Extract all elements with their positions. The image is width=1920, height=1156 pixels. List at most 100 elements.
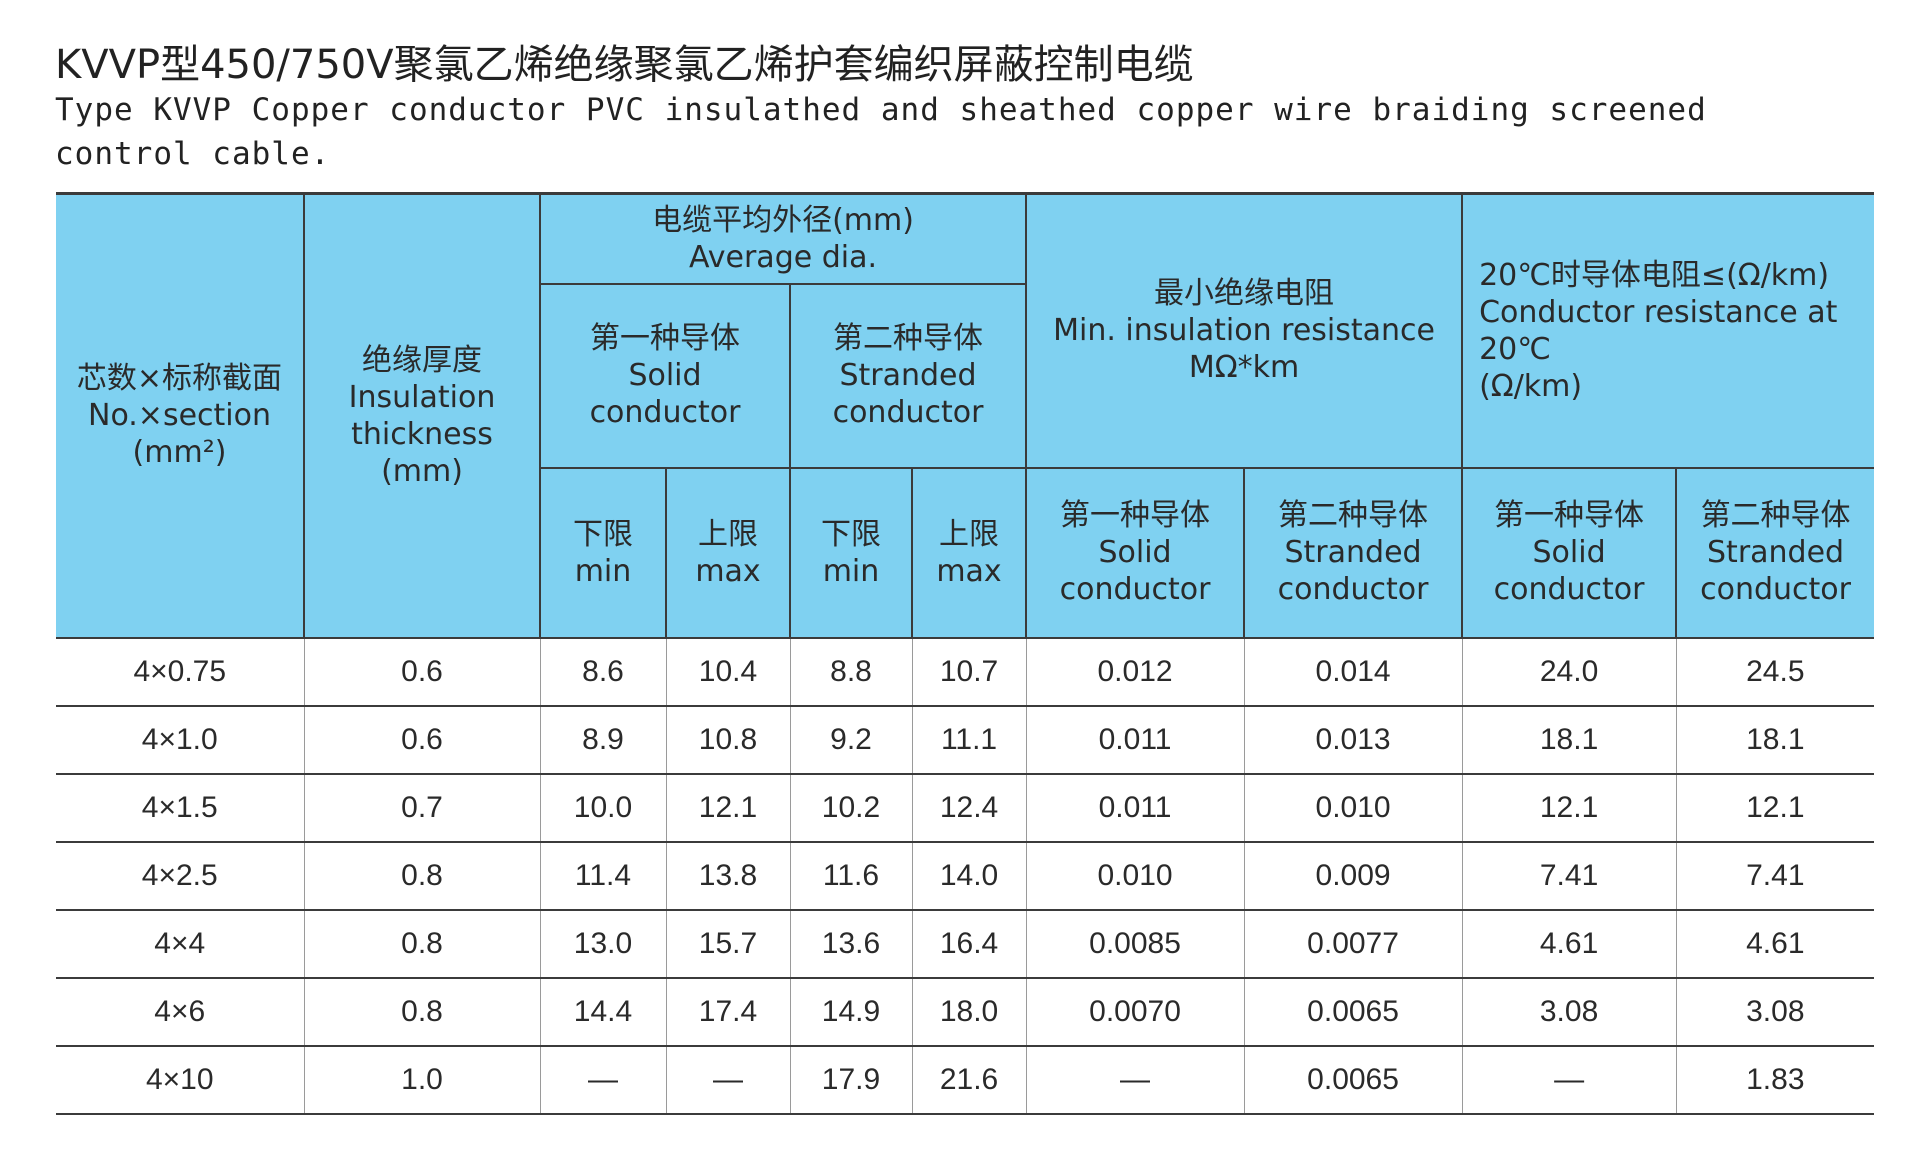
cell-section: 4×2.5 [56,841,305,911]
cell-stranded-min: 11.6 [789,841,913,911]
cell-res-solid: 0.011 [1025,705,1245,775]
cell-res-solid: 0.012 [1025,637,1245,707]
header-solid-en2: conductor [1059,572,1211,607]
cell-res-stranded: 0.0065 [1243,1045,1463,1115]
header-avg-dia-cn: 电缆平均外径(mm) [652,202,914,238]
cell-solid-max: — [665,1045,791,1115]
cell-section: 4×1.0 [56,705,305,775]
header-lower-en: min [822,553,880,589]
cell-insulation: 0.8 [303,909,541,979]
table-row: 4×2.5 0.8 11.4 13.8 11.6 14.0 0.010 0.00… [56,841,1875,911]
cell-cond-solid: 12.1 [1461,773,1677,843]
header-min-res-en: Min. insulation resistance [1053,313,1435,349]
header-dia-solid-en2: conductor [589,395,741,430]
header-res-stranded: 第二种导体 Stranded conductor [1243,466,1464,639]
header-dia-stranded-en1: Stranded [839,358,977,393]
cell-solid-max: 17.4 [665,977,791,1047]
cell-solid-max: 10.8 [665,705,791,775]
header-dia-solid-en1: Solid [628,358,702,393]
header-stranded-min: 下限 min [789,466,913,639]
header-min-res-cn: 最小绝缘电阻 [1154,276,1335,312]
header-insulation: 绝缘厚度 Insulation thickness (mm) [303,192,541,639]
cell-stranded-min: 14.9 [789,977,913,1047]
cell-solid-max: 10.4 [665,637,791,707]
header-cond-res-cn: 20℃时导体电阻≤(Ω/km) [1479,257,1830,293]
cell-cond-solid: 18.1 [1461,705,1677,775]
cell-section: 4×0.75 [56,637,305,707]
cell-res-solid: 0.010 [1025,841,1245,911]
cell-res-stranded: 0.0065 [1243,977,1463,1047]
header-solid-en1: Solid [1532,535,1606,570]
header-cond-stranded: 第二种导体 Stranded conductor [1675,466,1875,639]
cell-cond-stranded: 18.1 [1675,705,1875,775]
cell-cond-stranded: 4.61 [1675,909,1875,979]
header-lower-cn: 下限 [821,516,881,552]
header-upper-en: max [695,553,761,589]
header-min-res-unit: MΩ*km [1188,350,1300,386]
cell-stranded-min: 10.2 [789,773,913,843]
header-cond-res-en: Conductor resistance at 20℃ [1479,294,1838,367]
cell-res-solid: 0.0085 [1025,909,1245,979]
cell-cond-solid: 4.61 [1461,909,1677,979]
table-row: 4×4 0.8 13.0 15.7 13.6 16.4 0.0085 0.007… [56,909,1875,979]
cell-cond-stranded: 3.08 [1675,977,1875,1047]
header-section-unit: (mm²) [132,435,227,471]
cell-stranded-max: 11.1 [911,705,1027,775]
header-stranded-en1: Stranded [1707,535,1845,570]
cell-insulation: 0.6 [303,637,541,707]
header-solid-cn: 第一种导体 [1494,498,1645,533]
cell-section: 4×6 [56,977,305,1047]
title-chinese: KVVP型450/750V聚氯乙烯绝缘聚氯乙烯护套编织屏蔽控制电缆 [55,42,1194,88]
cell-solid-max: 13.8 [665,841,791,911]
cell-stranded-min: 13.6 [789,909,913,979]
header-solid-min: 下限 min [539,466,667,639]
header-section-cn: 芯数×标称截面 [76,361,283,397]
cell-stranded-max: 16.4 [911,909,1027,979]
header-solid-en2: conductor [1493,572,1645,607]
cell-res-stranded: 0.013 [1243,705,1463,775]
cell-solid-min: 8.9 [539,705,667,775]
cell-cond-solid: 3.08 [1461,977,1677,1047]
header-stranded-cn: 第二种导体 [1278,498,1429,533]
header-stranded-en2: conductor [1277,572,1429,607]
cell-insulation: 1.0 [303,1045,541,1115]
header-section: 芯数×标称截面 No.×section (mm²) [56,192,305,639]
header-cond-solid: 第一种导体 Solid conductor [1461,466,1678,639]
cell-solid-min: 14.4 [539,977,667,1047]
cell-section: 4×4 [56,909,305,979]
header-insulation-cn: 绝缘厚度 [362,342,482,378]
header-lower-en: min [574,553,632,589]
cell-insulation: 0.8 [303,841,541,911]
cell-solid-max: 12.1 [665,773,791,843]
header-res-solid: 第一种导体 Solid conductor [1025,466,1246,639]
cell-cond-stranded: 12.1 [1675,773,1875,843]
cell-res-solid: — [1025,1045,1245,1115]
header-avg-dia: 电缆平均外径(mm) Average dia. [538,192,1028,285]
cell-cond-stranded: 1.83 [1675,1045,1875,1115]
cell-cond-stranded: 24.5 [1675,637,1875,707]
cell-insulation: 0.7 [303,773,541,843]
cell-section: 4×1.5 [56,773,305,843]
cell-insulation: 0.8 [303,977,541,1047]
cell-solid-min: 13.0 [539,909,667,979]
header-stranded-en1: Stranded [1284,535,1422,570]
cell-stranded-min: 9.2 [789,705,913,775]
cell-cond-solid: 24.0 [1461,637,1677,707]
table-row: 4×0.75 0.6 8.6 10.4 8.8 10.7 0.012 0.014… [56,637,1875,707]
cell-cond-solid: — [1461,1045,1677,1115]
cell-stranded-max: 14.0 [911,841,1027,911]
header-min-res: 最小绝缘电阻 Min. insulation resistance MΩ*km [1025,192,1464,469]
cell-stranded-min: 17.9 [789,1045,913,1115]
header-avg-dia-en: Average dia. [689,239,878,275]
cell-solid-min: — [539,1045,667,1115]
table-body: 4×0.75 0.6 8.6 10.4 8.8 10.7 0.012 0.014… [56,637,1875,1115]
header-upper-en: max [936,553,1002,589]
cell-cond-stranded: 7.41 [1675,841,1875,911]
header-stranded-en2: conductor [1700,572,1851,607]
header-dia-solid-cn: 第一种导体 [590,321,740,356]
cell-stranded-min: 8.8 [789,637,913,707]
header-cond-res: 20℃时导体电阻≤(Ω/km) Conductor resistance at … [1461,192,1875,469]
header-dia-stranded-en2: conductor [832,395,984,430]
header-stranded-max: 上限 max [910,466,1028,639]
cell-res-solid: 0.011 [1025,773,1245,843]
